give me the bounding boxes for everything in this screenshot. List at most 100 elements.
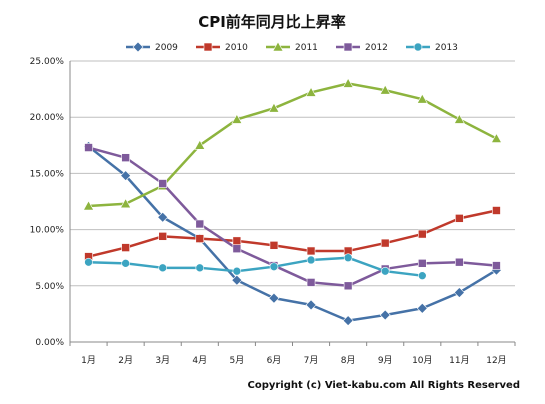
x-tick-label: 12月 <box>486 355 506 366</box>
series-2012 <box>84 143 501 291</box>
legend-item: 2012 <box>336 42 388 53</box>
x-axis-ticks: 1月 2月 3月 4月 5月 6月 7月 8月 9月 10月 11月 12月 <box>69 342 516 366</box>
x-tick-label: 6月 <box>267 355 282 366</box>
legend-label: 2013 <box>435 43 458 53</box>
data-point <box>413 42 423 52</box>
series-line <box>87 145 498 322</box>
data-point <box>379 84 391 95</box>
data-point <box>231 274 243 286</box>
data-point <box>84 143 93 152</box>
legend-label: 2011 <box>295 43 318 53</box>
data-point <box>194 139 206 150</box>
chart-title: CPI前年同月比上昇率 <box>198 13 346 31</box>
data-point <box>306 255 316 265</box>
data-point <box>343 281 353 291</box>
series-2013 <box>84 253 427 280</box>
data-point <box>268 102 280 113</box>
legend-item: 2009 <box>126 41 178 53</box>
data-point <box>380 266 390 276</box>
data-point <box>232 266 242 276</box>
data-point <box>158 179 168 188</box>
data-point <box>132 41 144 53</box>
data-point <box>379 309 391 321</box>
y-tick-label: 5.00% <box>35 282 64 292</box>
data-point <box>157 211 169 223</box>
data-point <box>121 153 130 162</box>
data-point <box>203 42 213 52</box>
legend-item: 2010 <box>196 42 248 53</box>
copyright-text: Copyright (c) Viet-kabu.com All Rights R… <box>247 380 520 391</box>
series-line <box>88 82 498 208</box>
x-tick-label: 2月 <box>118 355 133 366</box>
data-point <box>232 244 242 254</box>
data-point <box>84 257 93 267</box>
data-point <box>417 259 427 268</box>
data-point <box>121 243 130 252</box>
data-point <box>306 278 316 287</box>
data-point <box>453 113 465 124</box>
x-tick-label: 9月 <box>378 355 393 366</box>
y-tick-label: 15.00% <box>30 169 65 179</box>
data-point <box>120 170 132 182</box>
data-point <box>158 232 168 241</box>
x-tick-label: 1月 <box>81 355 96 366</box>
data-point <box>490 132 502 143</box>
grid-lines <box>69 60 515 343</box>
series-2010 <box>84 206 501 261</box>
x-tick-label: 11月 <box>449 355 469 366</box>
data-point <box>232 236 242 246</box>
data-point <box>268 292 280 304</box>
data-point <box>342 77 354 88</box>
data-point <box>380 238 390 248</box>
data-point <box>231 113 243 124</box>
legend-item: 2011 <box>266 41 318 53</box>
data-point <box>305 86 317 97</box>
data-point <box>158 263 168 273</box>
data-point <box>417 229 427 239</box>
data-point <box>342 315 354 327</box>
series-line <box>88 146 497 288</box>
data-point <box>492 206 501 215</box>
x-tick-label: 10月 <box>412 355 432 366</box>
series-2011 <box>83 77 502 211</box>
data-point <box>269 241 279 250</box>
data-point <box>121 259 130 268</box>
series-line <box>88 256 423 277</box>
data-point <box>305 299 317 311</box>
data-point <box>417 271 427 280</box>
legend-label: 2009 <box>155 43 178 53</box>
y-axis-ticks: 0.00% 5.00% 10.00% 15.00% 20.00% 25.00% <box>30 57 65 348</box>
data-point <box>195 234 205 243</box>
y-tick-label: 20.00% <box>30 113 65 123</box>
x-tick-label: 8月 <box>341 355 356 366</box>
series-2009 <box>83 140 502 327</box>
series-line <box>88 209 497 258</box>
data-point <box>195 219 205 229</box>
y-tick-label: 0.00% <box>35 338 64 348</box>
data-point <box>269 262 279 271</box>
data-point <box>453 287 465 298</box>
y-tick-label: 10.00% <box>30 226 65 236</box>
data-point <box>416 302 428 314</box>
x-tick-label: 7月 <box>304 355 319 366</box>
data-point <box>492 261 501 270</box>
data-point <box>343 253 353 263</box>
x-tick-label: 5月 <box>230 355 245 366</box>
data-point <box>272 41 284 52</box>
data-point <box>343 42 353 52</box>
x-tick-label: 3月 <box>155 355 170 366</box>
series-group <box>83 77 502 327</box>
data-point <box>455 257 464 267</box>
legend-label: 2012 <box>365 43 388 53</box>
data-point <box>306 246 316 256</box>
data-point <box>416 93 428 104</box>
data-point <box>455 214 464 223</box>
legend-label: 2010 <box>225 43 248 53</box>
y-tick-label: 25.00% <box>30 57 65 67</box>
legend: 2009 2010 2011 2012 2013 <box>126 41 458 53</box>
data-point <box>83 200 95 211</box>
legend-item: 2013 <box>406 42 458 53</box>
x-tick-label: 4月 <box>192 355 207 366</box>
